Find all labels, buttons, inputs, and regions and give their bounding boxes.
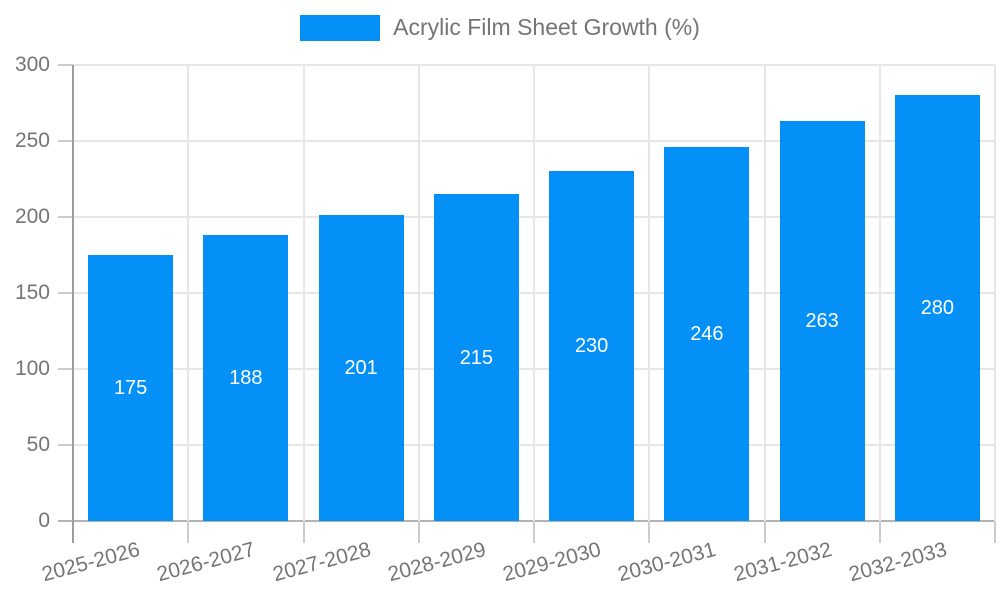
bar (433, 194, 519, 521)
x-gridline (994, 65, 996, 521)
y-axis-tick-label: 100 (14, 357, 50, 380)
bar-value-label: 230 (574, 335, 609, 358)
x-gridline (187, 65, 190, 521)
bar (318, 215, 404, 521)
bar (549, 171, 635, 521)
bar-value-label: 246 (690, 323, 724, 346)
y-axis-tick-label: 150 (14, 281, 50, 304)
x-tick (187, 521, 190, 543)
legend-swatch (300, 14, 381, 41)
y-axis-tick-label: 250 (14, 129, 50, 152)
x-gridline (417, 65, 420, 521)
bar (894, 95, 980, 521)
bar (664, 147, 750, 521)
x-axis-tick-label: 2025-2026 (39, 538, 143, 587)
x-axis-tick-label: 2029-2030 (500, 538, 604, 587)
y-axis-line (72, 65, 74, 543)
x-tick (302, 521, 305, 543)
x-axis-tick-label: 2027-2028 (270, 538, 374, 587)
x-tick (417, 521, 420, 543)
bar-value-label: 201 (344, 357, 378, 380)
x-gridline (878, 65, 881, 521)
bar (779, 121, 865, 521)
bar-value-label: 280 (920, 297, 955, 320)
x-tick (878, 521, 881, 543)
bar-value-label: 188 (229, 367, 263, 390)
y-tick (58, 216, 73, 218)
x-tick (533, 521, 535, 543)
x-tick (994, 521, 996, 543)
y-axis-tick-label: 0 (38, 509, 50, 532)
x-axis-tick-label: 2032-2033 (846, 538, 950, 587)
x-axis-tick-label: 2026-2027 (154, 538, 258, 587)
y-axis-tick-label: 300 (14, 53, 50, 76)
x-tick (763, 521, 766, 543)
y-tick (58, 140, 73, 142)
x-gridline (533, 65, 535, 521)
bar (88, 255, 174, 521)
y-tick (58, 292, 73, 294)
x-axis-tick-label: 2031-2032 (731, 538, 835, 587)
x-tick (648, 521, 651, 543)
x-gridline (302, 65, 305, 521)
bar-value-label: 263 (805, 310, 839, 333)
legend-series-label: Acrylic Film Sheet Growth (%) (393, 14, 700, 40)
bar (203, 235, 289, 521)
y-axis-tick-label: 50 (26, 433, 50, 456)
chart-legend: Acrylic Film Sheet Growth (%) (0, 14, 1000, 41)
x-axis-tick-label: 2028-2029 (385, 538, 489, 587)
x-gridline (648, 65, 651, 521)
bar-value-label: 175 (113, 377, 148, 399)
y-tick (58, 64, 73, 66)
y-tick (58, 368, 73, 370)
x-gridline (763, 65, 766, 521)
x-axis-line (58, 520, 995, 522)
y-tick (58, 444, 73, 446)
x-axis-tick-label: 2030-2031 (615, 538, 719, 587)
bar-value-label: 215 (459, 346, 494, 369)
y-axis-tick-label: 200 (14, 205, 50, 228)
